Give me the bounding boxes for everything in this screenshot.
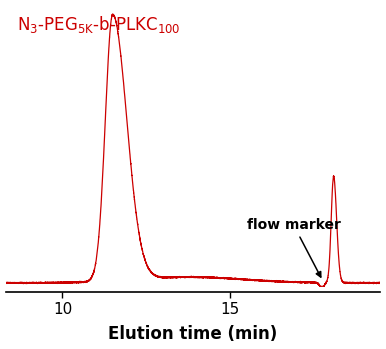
X-axis label: Elution time (min): Elution time (min)	[108, 326, 278, 343]
Text: $\mathregular{N_3}$-PEG$_{\mathregular{5K}}$-b-PLKC$_{\mathregular{100}}$: $\mathregular{N_3}$-PEG$_{\mathregular{5…	[17, 14, 180, 35]
Text: flow marker: flow marker	[247, 218, 340, 277]
